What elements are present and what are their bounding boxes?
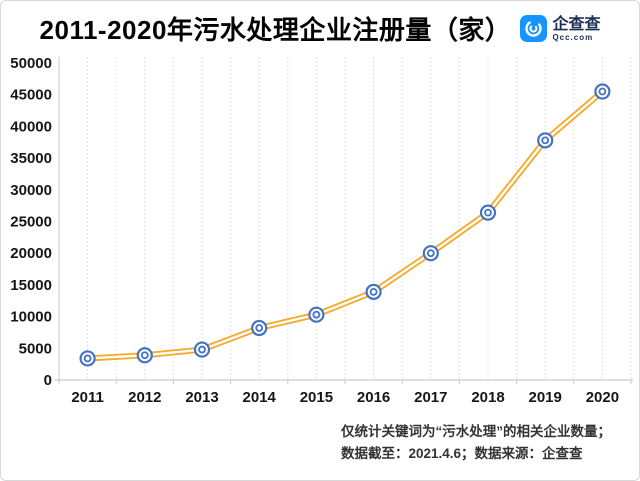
data-point-marker-inner: [484, 208, 492, 217]
qcc-logo-name: 企查查: [552, 15, 601, 33]
qcc-logo: 企查查 Qcc.com: [520, 15, 600, 42]
qcc-logo-icon: [520, 15, 548, 42]
qcc-logo-text: 企查查 Qcc.com: [552, 16, 600, 42]
y-axis-tick-label: 45000: [10, 87, 52, 104]
y-axis-tick-label: 25000: [10, 214, 52, 231]
data-point-marker-inner: [541, 136, 550, 145]
x-axis-tick-label: 2018: [471, 389, 504, 406]
x-axis-tick-label: 2016: [357, 389, 390, 406]
data-point-marker-inner: [140, 351, 149, 360]
x-axis-tick-label: 2019: [529, 389, 562, 406]
y-axis-tick-label: 50000: [10, 55, 52, 72]
y-axis-tick-label: 20000: [10, 245, 52, 262]
y-axis-tick-label: 30000: [10, 182, 52, 199]
y-axis-tick-label: 5000: [19, 340, 52, 357]
y-axis-tick-label: 15000: [10, 277, 52, 294]
data-point-marker-inner: [312, 310, 321, 319]
data-point-marker-inner: [369, 287, 378, 296]
y-axis-tick-label: 35000: [10, 150, 52, 167]
footnote-line-1: 仅统计关键词为“污水处理”的相关企业数量；: [341, 424, 611, 439]
x-axis-tick-label: 2017: [414, 389, 447, 406]
y-axis-tick-label: 0: [44, 372, 52, 389]
x-axis-tick-label: 2011: [71, 389, 104, 406]
data-point-marker-inner: [198, 345, 206, 354]
x-axis-tick-label: 2012: [128, 389, 161, 406]
series-line-core: [86, 90, 604, 360]
chart-title: 2011-2020年污水处理企业注册量（家）: [39, 15, 512, 45]
chart-footnote: 仅统计关键词为“污水处理”的相关企业数量； 数据截至：2021.4.6；数据来源…: [341, 421, 611, 464]
x-axis-tick-label: 2014: [243, 389, 277, 406]
data-point-marker-inner: [426, 249, 435, 258]
x-axis-tick-label: 2020: [586, 389, 619, 406]
x-axis-tick-label: 2013: [185, 389, 218, 406]
chart-header: 2011-2020年污水处理企业注册量（家） 企查查 Qcc.com: [1, 10, 639, 47]
x-axis-tick-label: 2015: [300, 389, 333, 406]
data-point-marker-inner: [83, 354, 92, 363]
y-axis-tick-label: 40000: [10, 118, 52, 135]
line-chart: 0 5000 10000 15000 20000 25000 30000 35000 40000…: [10, 55, 633, 406]
data-point-marker-inner: [598, 87, 607, 96]
footnote-line-2: 数据截至：2021.4.6；数据来源：企查查: [341, 445, 583, 461]
qcc-logo-domain: Qcc.com: [552, 32, 594, 42]
y-axis-tick-label: 10000: [10, 309, 52, 326]
data-point-marker-inner: [255, 324, 264, 332]
